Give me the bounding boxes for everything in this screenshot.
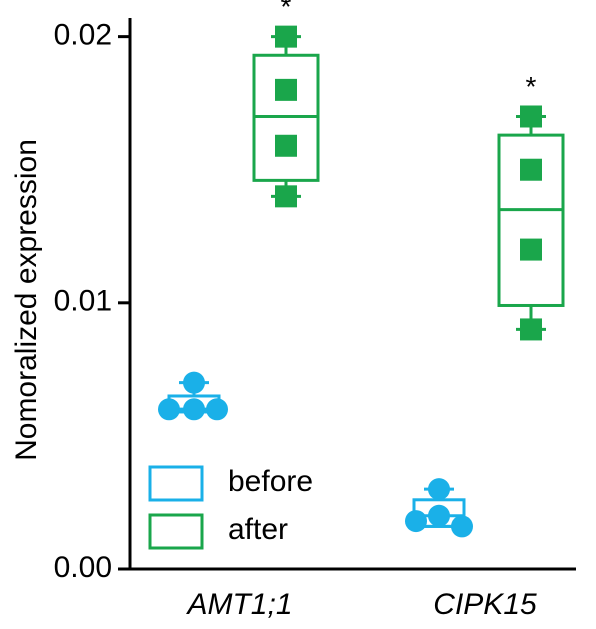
point [451, 515, 473, 538]
point [428, 478, 450, 501]
point [520, 158, 542, 181]
annotation: * [281, 0, 292, 22]
legend-label: before [228, 465, 313, 498]
point [275, 185, 297, 208]
box [497, 133, 565, 307]
annotation: * [526, 71, 537, 102]
point [405, 510, 427, 533]
point [183, 398, 205, 421]
y-tick-label: 0.00 [54, 551, 112, 584]
x-tick-label: AMT1;1 [185, 588, 292, 621]
point [275, 78, 297, 101]
point [520, 318, 542, 341]
point [520, 238, 542, 261]
y-tick-label: 0.01 [54, 285, 112, 318]
legend-swatch [148, 513, 204, 550]
point [275, 25, 297, 48]
point [275, 134, 297, 157]
legend-swatch [148, 465, 204, 502]
x-tick-label: CIPK15 [433, 588, 537, 621]
point [158, 398, 180, 421]
y-axis-label: Nomoralized expression [10, 139, 43, 461]
point [206, 398, 228, 421]
y-tick-label: 0.02 [54, 19, 112, 52]
point [520, 105, 542, 128]
point [428, 504, 450, 527]
legend-label: after [228, 513, 288, 546]
point [183, 371, 205, 394]
